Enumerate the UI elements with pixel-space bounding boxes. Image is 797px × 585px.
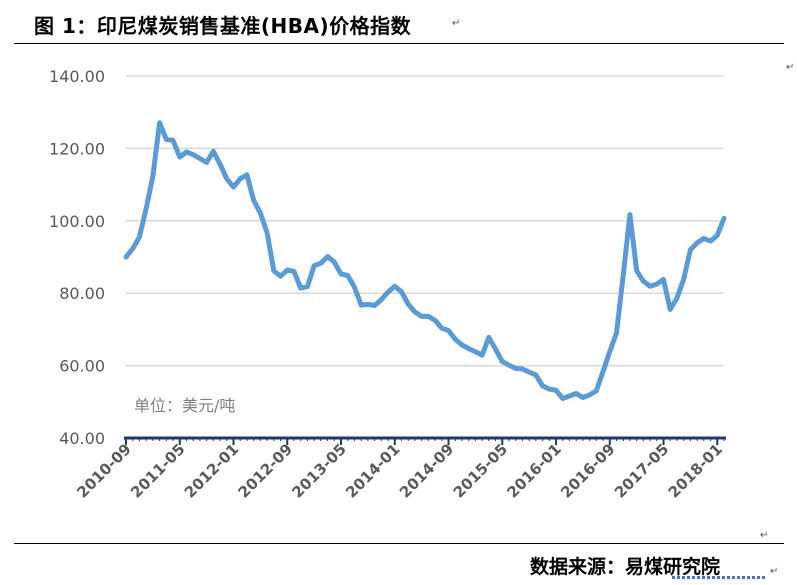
x-tick-label: 2014-09 (396, 440, 457, 501)
x-tick-label: 2014-01 (342, 440, 403, 501)
y-tick-label: 80.00 (59, 284, 105, 303)
x-tick-label: 2015-05 (450, 440, 511, 501)
paragraph-mark-icon: ↵ (770, 566, 779, 577)
y-tick-label: 120.00 (49, 139, 105, 158)
data-source: 数据来源：易煤研究院 (530, 556, 721, 578)
spellcheck-underline (672, 576, 767, 579)
bottom-rule (14, 543, 784, 544)
x-tick-label: 2011-05 (127, 440, 188, 501)
paragraph-mark-icon: ↵ (452, 18, 461, 29)
y-tick-label: 140.00 (49, 67, 105, 86)
x-tick-label: 2018-01 (665, 440, 726, 501)
top-rule (14, 43, 784, 44)
y-tick-label: 40.00 (59, 429, 105, 448)
paragraph-mark-icon: ↵ (760, 530, 769, 541)
y-axis-tick-labels: 140.00 120.00 100.00 80.00 60.00 40.00 (49, 67, 105, 448)
x-axis-tick-labels: 2010-092011-052012-012012-092013-052014-… (73, 440, 726, 501)
paragraph-mark-icon: ↵ (786, 62, 795, 73)
x-tick-label: 2016-09 (557, 440, 618, 501)
gridlines (126, 75, 724, 367)
x-tick-label: 2017-05 (611, 440, 672, 501)
series-line (123, 120, 727, 401)
x-tick-label: 2012-01 (181, 440, 242, 501)
x-tick-label: 2012-09 (235, 440, 296, 501)
unit-note: 单位：美元/吨 (134, 396, 236, 415)
y-tick-label: 100.00 (49, 212, 105, 231)
x-tick-label: 2010-09 (73, 440, 134, 501)
y-tick-label: 60.00 (59, 357, 105, 376)
x-tick-label: 2016-01 (503, 440, 564, 501)
x-axis (124, 436, 726, 445)
x-tick-label: 2013-05 (288, 440, 349, 501)
figure-title: 图 1：印尼煤炭销售基准(HBA)价格指数 (34, 14, 412, 38)
